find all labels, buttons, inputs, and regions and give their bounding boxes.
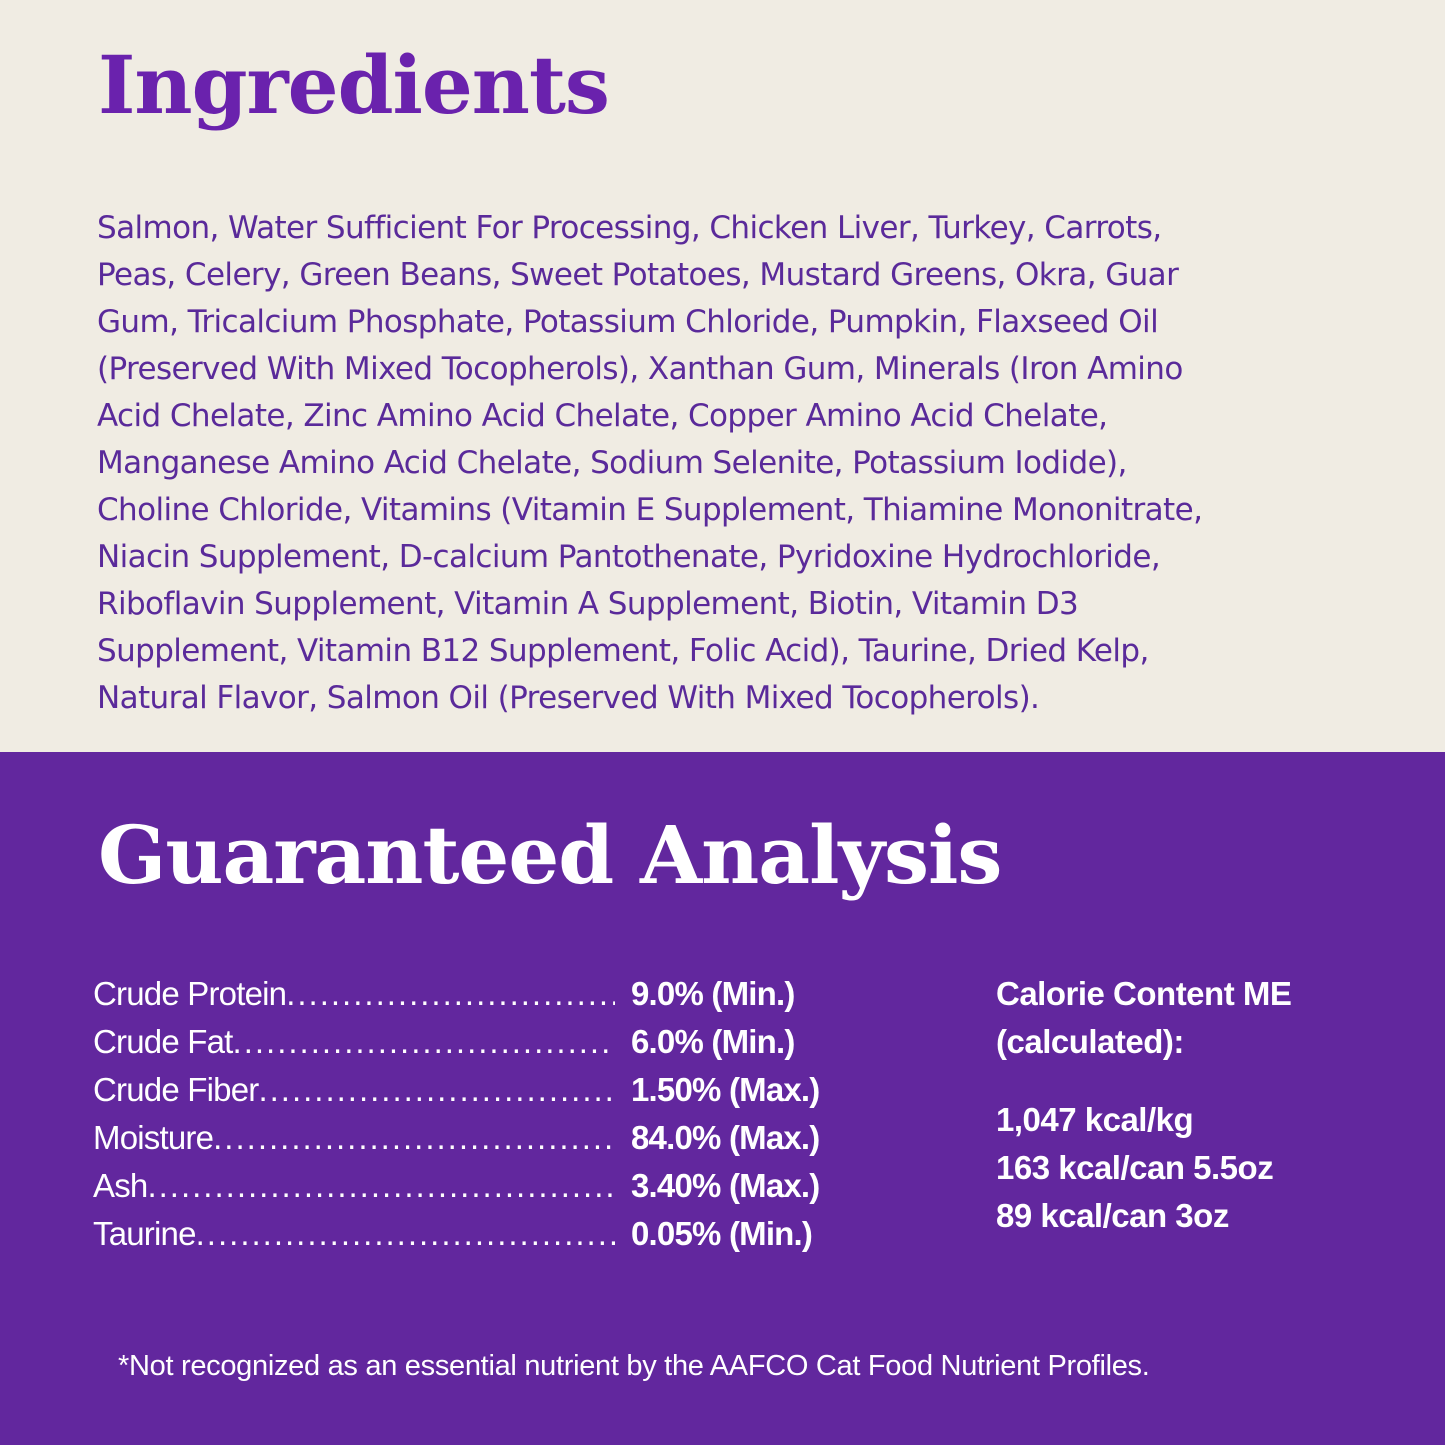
nutrient-value: 9.0% (Min.) [631, 975, 795, 1012]
ingredients-line: Manganese Amino Acid Chelate, Sodium Sel… [97, 445, 1127, 481]
ingredients-line: (Preserved With Mixed Tocopherols), Xant… [97, 351, 1183, 387]
nutrient-value: 84.0% (Max.) [631, 1119, 820, 1156]
analysis-table: Crude Protein 9.0% (Min.) Crude Fat 6.0% (… [93, 970, 820, 1258]
nutrient-label: Crude Fat [93, 1023, 233, 1060]
guaranteed-analysis-section: Guaranteed Analysis Crude Protein 9.0% (M… [0, 752, 1445, 1445]
ingredients-line: Acid Chelate, Zinc Amino Acid Chelate, C… [97, 398, 1108, 434]
nutrient-label: Taurine [93, 1215, 196, 1252]
nutrient-value: 0.05% (Min.) [631, 1215, 813, 1252]
ingredients-line: Natural Flavor, Salmon Oil (Preserved Wi… [97, 680, 1040, 716]
calorie-value: 163 kcal/can 5.5oz [996, 1149, 1274, 1186]
analysis-row: Ash 3.40% (Max.) [93, 1162, 820, 1210]
calorie-content: Calorie Content ME (calculated): 1,047 k… [996, 970, 1292, 1240]
ingredients-line: Supplement, Vitamin B12 Supplement, Foli… [97, 633, 1149, 669]
dot-leader [213, 1119, 615, 1157]
dot-leader [147, 1167, 615, 1205]
dot-leader [196, 1215, 615, 1253]
ingredients-list: Salmon, Water Sufficient For Processing,… [97, 205, 1203, 722]
footnote: *Not recognized as an essential nutrient… [118, 1350, 1150, 1382]
analysis-row: Crude Fat 6.0% (Min.) [93, 1018, 819, 1066]
ingredients-line: Niacin Supplement, D-calcium Pantothenat… [97, 539, 1161, 575]
analysis-row: Taurine 0.05% (Min.) [93, 1210, 819, 1258]
analysis-row: Crude Fiber 1.50% (Max.) [93, 1066, 820, 1114]
ingredients-line: Riboflavin Supplement, Vitamin A Supplem… [97, 586, 1079, 622]
analysis-row: Crude Protein 9.0% (Min.) [93, 970, 819, 1018]
nutrient-label: Ash [93, 1167, 148, 1204]
nutrient-value: 1.50% (Max.) [631, 1071, 820, 1108]
ingredients-line: Choline Chloride, Vitamins (Vitamin E Su… [97, 492, 1203, 528]
analysis-row: Moisture 84.0% (Max.) [93, 1114, 820, 1162]
ingredients-line: Gum, Tricalcium Phosphate, Potassium Chl… [97, 304, 1159, 340]
nutrient-value: 3.40% (Max.) [631, 1167, 820, 1204]
nutrient-label: Crude Fiber [93, 1071, 259, 1108]
ingredients-title: Ingredients [98, 38, 610, 132]
calorie-subheading: (calculated): [996, 1023, 1184, 1060]
calorie-value: 89 kcal/can 3oz [996, 1197, 1229, 1234]
calorie-value: 1,047 kcal/kg [996, 1101, 1194, 1138]
nutrient-value: 6.0% (Min.) [631, 1023, 795, 1060]
ingredients-line: Salmon, Water Sufficient For Processing,… [97, 210, 1162, 246]
calorie-heading: Calorie Content ME [996, 975, 1292, 1012]
ingredients-line: Peas, Celery, Green Beans, Sweet Potatoe… [97, 257, 1179, 293]
nutrient-label: Crude Protein [93, 975, 287, 1012]
guaranteed-analysis-title: Guaranteed Analysis [98, 808, 1002, 902]
dot-leader [233, 1023, 615, 1061]
ingredients-section: Ingredients Salmon, Water Sufficient For… [0, 0, 1445, 752]
dot-leader [258, 1071, 615, 1109]
nutrient-label: Moisture [93, 1119, 214, 1156]
dot-leader [286, 975, 615, 1013]
